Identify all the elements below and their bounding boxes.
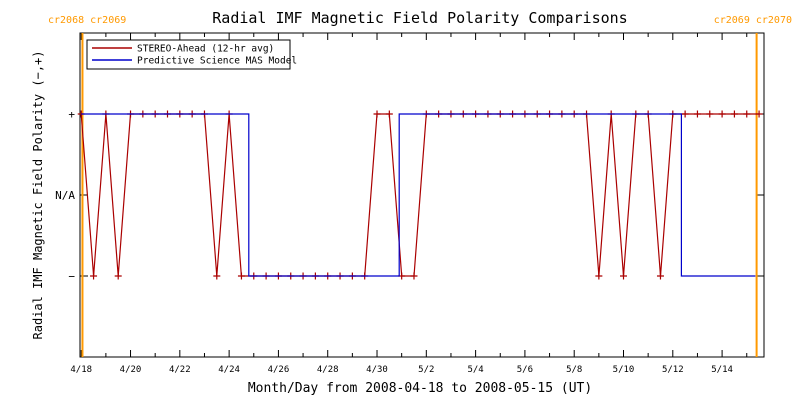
data-point — [114, 272, 122, 280]
x-tick-label: 4/24 — [218, 365, 240, 375]
data-point — [385, 110, 393, 118]
data-point — [755, 110, 763, 118]
y-tick-label: N/A — [55, 189, 75, 202]
data-point — [620, 272, 628, 280]
x-tick-label: 4/28 — [317, 365, 339, 375]
x-tick-label: 4/22 — [169, 365, 191, 375]
x-tick-label: 4/18 — [70, 365, 92, 375]
x-tick-label: 4/26 — [268, 365, 290, 375]
data-point — [90, 272, 98, 280]
legend-label: Predictive Science MAS Model — [137, 56, 297, 67]
x-tick-label: 5/2 — [418, 365, 434, 375]
axis-ticks: 4/18 4/20 4/22 4/24 4/26 4/28 4/30 5/2 5/4 5/6 5/8… — [55, 33, 764, 375]
series-line-mas-model — [81, 113, 756, 277]
series-line-stereo-ahead — [80, 113, 760, 277]
x-tick-label: 5/4 — [467, 365, 483, 375]
data-point — [595, 272, 603, 280]
legend: STEREO-Ahead (12-hr avg)Predictive Scien… — [86, 39, 297, 70]
series-layer — [77, 110, 763, 280]
data-point — [410, 272, 418, 280]
x-tick-label: 5/8 — [566, 365, 582, 375]
chart-title: Radial IMF Magnetic Field Polarity Compa… — [212, 9, 627, 27]
y-tick-label: − — [68, 270, 75, 283]
x-axis-label: Month/Day from 2008-04-18 to 2008-05-15 … — [248, 381, 592, 396]
data-point — [237, 272, 245, 280]
rotation-marker-label: cr2068 cr2069 — [48, 15, 126, 26]
x-tick-label: 4/20 — [120, 365, 142, 375]
y-axis-label: Radial IMF Magnetic Field Polarity (−,+) — [31, 51, 45, 340]
x-tick-label: 4/30 — [366, 365, 388, 375]
data-point — [693, 110, 701, 118]
plot-area — [79, 32, 765, 358]
data-point — [656, 272, 664, 280]
data-point — [718, 110, 726, 118]
data-point — [730, 110, 738, 118]
data-point — [706, 110, 714, 118]
legend-box — [86, 39, 291, 70]
data-point — [213, 272, 221, 280]
data-point — [681, 110, 689, 118]
x-tick-label: 5/12 — [662, 365, 684, 375]
legend-label: STEREO-Ahead (12-hr avg) — [137, 44, 274, 55]
x-tick-label: 5/10 — [613, 365, 635, 375]
data-point — [373, 110, 381, 118]
rotation-markers: cr2068 cr2069 cr2069 cr2070 — [48, 15, 792, 357]
y-tick-label: + — [68, 108, 75, 121]
rotation-marker-label: cr2069 cr2070 — [714, 15, 792, 26]
data-point — [743, 110, 751, 118]
x-tick-label: 5/6 — [517, 365, 533, 375]
x-tick-label: 5/14 — [711, 365, 733, 375]
